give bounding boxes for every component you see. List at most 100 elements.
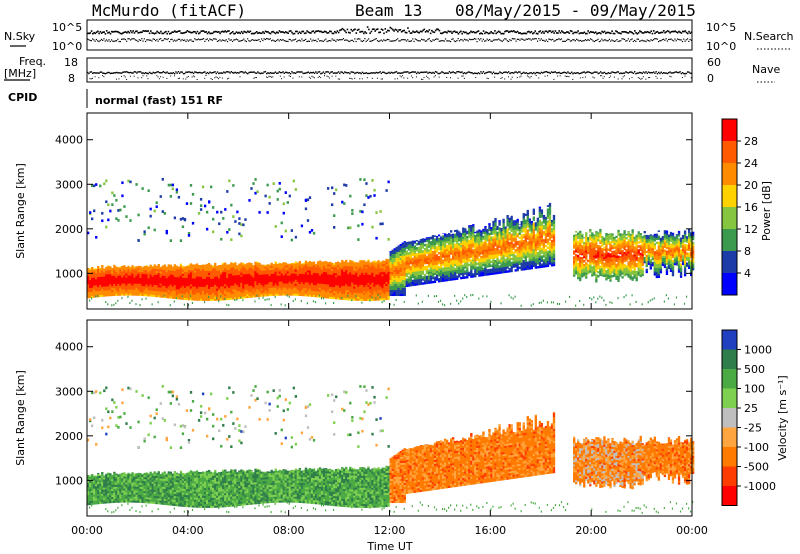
power-cell: [331, 268, 334, 271]
power-cell: [153, 286, 156, 289]
power-cell: [201, 294, 205, 297]
nsky-point: [404, 31, 407, 34]
power-cell: [161, 271, 164, 274]
power-cell: [276, 291, 279, 294]
nsky-point: [268, 32, 271, 34]
power-cell: [155, 280, 158, 284]
power-cell: [212, 230, 215, 234]
nsky-point: [625, 31, 627, 33]
nsearch-point: [373, 39, 375, 41]
freq-point: [291, 71, 293, 73]
power-cell: [270, 262, 273, 264]
nsky-point: [236, 32, 239, 34]
power-cell: [103, 268, 106, 271]
power-cell: [169, 195, 172, 198]
power-cell: [339, 289, 342, 292]
power-cell: [201, 282, 205, 285]
power-cell: [177, 291, 181, 294]
nsky-point: [259, 32, 262, 34]
freq-point: [637, 72, 640, 74]
nave-point: [656, 77, 658, 79]
nsky-point: [317, 30, 320, 32]
freq-point: [134, 71, 137, 73]
power-cell: [87, 273, 90, 277]
power-cell: [310, 261, 314, 263]
power-cell: [278, 279, 281, 282]
nsky-point: [564, 32, 567, 34]
power-cell: [214, 276, 217, 279]
power-cell: [99, 268, 102, 271]
power-cell: [169, 290, 172, 293]
power-cell: [159, 281, 162, 284]
power-cell: [93, 285, 96, 288]
power-cell: [222, 265, 225, 269]
power-cell: [389, 255, 392, 258]
nsky-point: [271, 31, 273, 33]
power-cell: [312, 266, 316, 270]
nsearch-point: [269, 38, 271, 40]
power-cell: [391, 257, 394, 260]
power-cell: [256, 190, 259, 193]
power-cell: [367, 260, 370, 263]
nsky-point: [524, 32, 526, 35]
power-cell: [175, 292, 179, 296]
nsearch-point: [573, 39, 575, 41]
freq-unit-label: [MHz]: [4, 67, 36, 80]
power-cell: [97, 295, 99, 298]
power-cell: [403, 261, 406, 264]
power-cell: [284, 265, 287, 268]
power-cell: [316, 264, 320, 268]
freq-point: [577, 72, 579, 74]
nave-point: [185, 78, 187, 80]
power-cell: [131, 279, 134, 282]
power-cell: [359, 260, 362, 261]
power-cell: [232, 287, 235, 290]
power-cell: [125, 273, 128, 276]
power-cell: [290, 283, 293, 286]
power-cell: [189, 267, 193, 271]
freq-point: [628, 71, 631, 74]
nsearch-point: [529, 38, 531, 40]
power-cell: [379, 265, 382, 269]
power-cell: [228, 304, 230, 307]
nsearch-point: [663, 38, 665, 40]
nsearch-point: [205, 38, 207, 41]
power-cell: [371, 290, 374, 293]
nsearch-point: [385, 39, 387, 41]
freq-point: [185, 71, 187, 73]
power-cell: [312, 264, 316, 267]
nsearch-point: [279, 39, 282, 41]
power-cell: [246, 279, 249, 283]
nsearch-point: [436, 38, 438, 40]
power-cell: [111, 291, 114, 295]
power-cell: [405, 278, 408, 281]
power-cell: [363, 278, 366, 281]
power-cell: [117, 299, 119, 302]
power-cell: [175, 276, 179, 280]
nsky-point: [405, 31, 408, 34]
power-cell: [339, 273, 342, 276]
nave-point: [486, 77, 488, 79]
nave-point: [415, 76, 417, 78]
power-cell: [421, 282, 425, 285]
nsky-point: [104, 32, 107, 35]
nsearch-point: [437, 38, 439, 40]
power-cell: [189, 296, 193, 299]
power-cell: [294, 273, 298, 276]
power-cell: [389, 291, 392, 295]
power-cell: [236, 265, 239, 268]
power-cell: [153, 274, 156, 277]
power-cell: [377, 296, 380, 299]
nsearch-point: [389, 40, 391, 42]
nave-point: [690, 77, 692, 79]
power-cell: [351, 280, 354, 283]
nsearch-point: [315, 39, 317, 41]
nsearch-point: [678, 38, 680, 41]
nsky-point: [291, 31, 293, 34]
nsearch-point: [294, 38, 297, 40]
power-cell: [407, 262, 410, 265]
freq-point: [419, 71, 422, 74]
power-cell: [391, 273, 394, 276]
power-cell: [407, 284, 410, 287]
nsearch-point: [276, 39, 278, 42]
